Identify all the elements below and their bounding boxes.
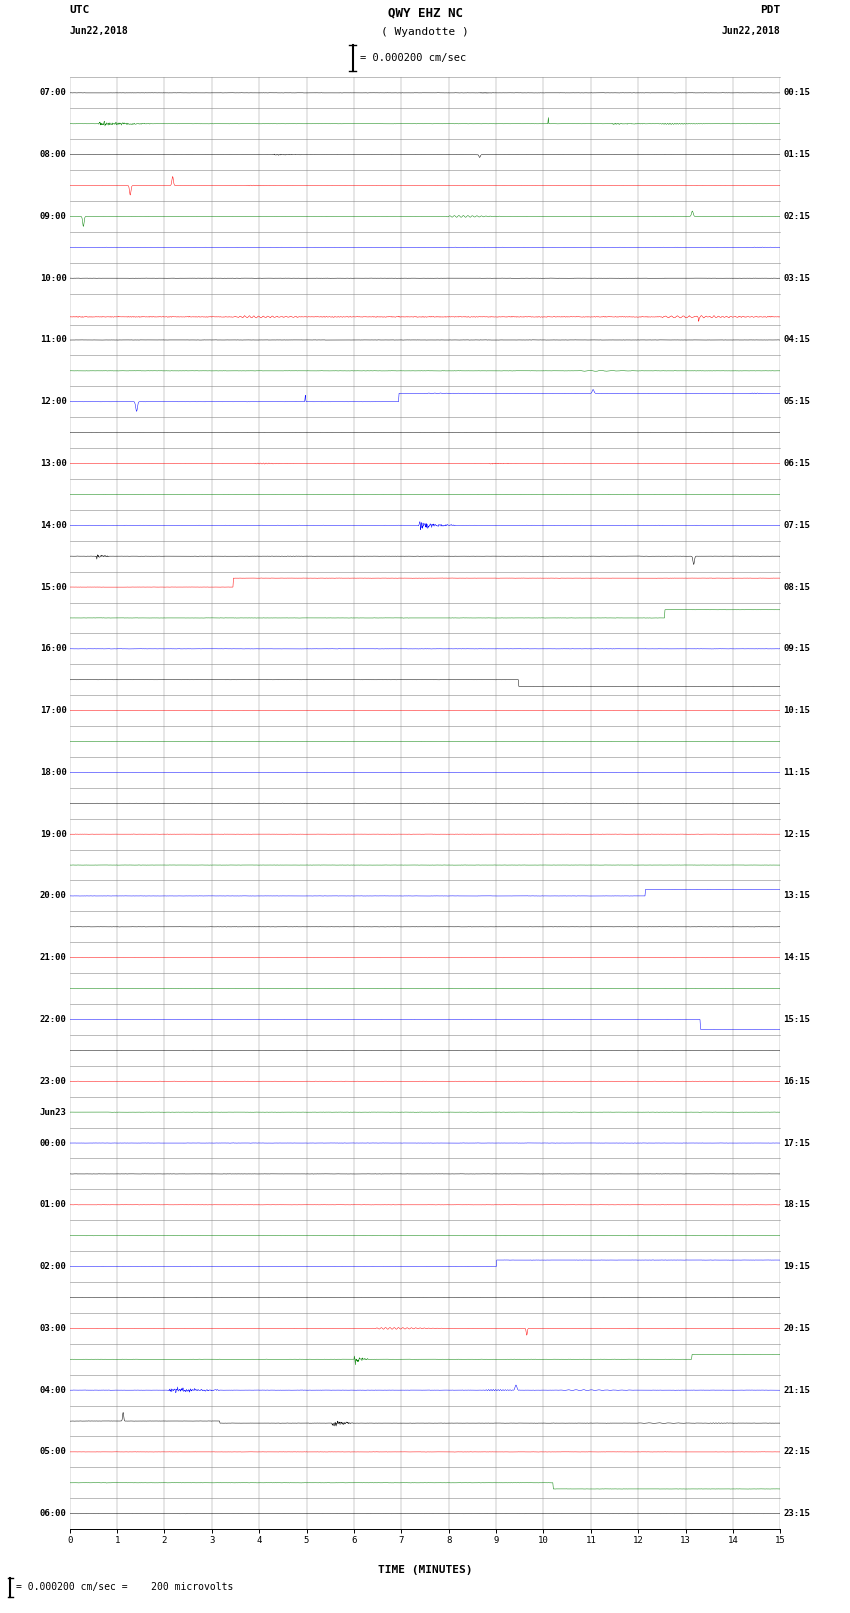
Text: 07:15: 07:15 — [783, 521, 810, 529]
Text: 06:15: 06:15 — [783, 460, 810, 468]
Text: 00:15: 00:15 — [783, 89, 810, 97]
Text: = 0.000200 cm/sec: = 0.000200 cm/sec — [360, 53, 466, 63]
Text: 20:15: 20:15 — [783, 1324, 810, 1332]
Text: 02:15: 02:15 — [783, 211, 810, 221]
Text: UTC: UTC — [70, 5, 90, 15]
Text: 20:00: 20:00 — [40, 892, 67, 900]
Text: 01:15: 01:15 — [783, 150, 810, 160]
Text: Jun22,2018: Jun22,2018 — [722, 26, 780, 35]
Text: QWY EHZ NC: QWY EHZ NC — [388, 6, 462, 19]
Text: 00:00: 00:00 — [40, 1139, 67, 1147]
Text: 22:15: 22:15 — [783, 1447, 810, 1457]
Text: PDT: PDT — [760, 5, 780, 15]
Text: 19:00: 19:00 — [40, 829, 67, 839]
Text: = 0.000200 cm/sec =    200 microvolts: = 0.000200 cm/sec = 200 microvolts — [15, 1582, 233, 1592]
Text: 15:15: 15:15 — [783, 1015, 810, 1024]
Text: TIME (MINUTES): TIME (MINUTES) — [377, 1565, 473, 1574]
Text: 10:15: 10:15 — [783, 706, 810, 715]
Text: 15:00: 15:00 — [40, 582, 67, 592]
Text: Jun23: Jun23 — [40, 1108, 67, 1116]
Text: 12:00: 12:00 — [40, 397, 67, 406]
Text: 12:15: 12:15 — [783, 829, 810, 839]
Text: 19:15: 19:15 — [783, 1261, 810, 1271]
Text: 17:15: 17:15 — [783, 1139, 810, 1147]
Text: 14:15: 14:15 — [783, 953, 810, 963]
Text: 18:00: 18:00 — [40, 768, 67, 777]
Text: 21:00: 21:00 — [40, 953, 67, 963]
Text: ( Wyandotte ): ( Wyandotte ) — [381, 27, 469, 37]
Text: 22:00: 22:00 — [40, 1015, 67, 1024]
Text: 05:15: 05:15 — [783, 397, 810, 406]
Text: 09:00: 09:00 — [40, 211, 67, 221]
Text: 13:00: 13:00 — [40, 460, 67, 468]
Text: 09:15: 09:15 — [783, 644, 810, 653]
Text: 13:15: 13:15 — [783, 892, 810, 900]
Text: 16:15: 16:15 — [783, 1077, 810, 1086]
Text: 04:00: 04:00 — [40, 1386, 67, 1395]
Text: 23:15: 23:15 — [783, 1510, 810, 1518]
Text: 21:15: 21:15 — [783, 1386, 810, 1395]
Text: Jun22,2018: Jun22,2018 — [70, 26, 128, 35]
Text: 14:00: 14:00 — [40, 521, 67, 529]
Text: 16:00: 16:00 — [40, 644, 67, 653]
Text: 08:00: 08:00 — [40, 150, 67, 160]
Text: 04:15: 04:15 — [783, 336, 810, 345]
Text: 08:15: 08:15 — [783, 582, 810, 592]
Text: 17:00: 17:00 — [40, 706, 67, 715]
Text: 03:00: 03:00 — [40, 1324, 67, 1332]
Text: 02:00: 02:00 — [40, 1261, 67, 1271]
Text: 11:00: 11:00 — [40, 336, 67, 345]
Text: 06:00: 06:00 — [40, 1510, 67, 1518]
Text: 10:00: 10:00 — [40, 274, 67, 282]
Text: 03:15: 03:15 — [783, 274, 810, 282]
Text: 23:00: 23:00 — [40, 1077, 67, 1086]
Text: 07:00: 07:00 — [40, 89, 67, 97]
Text: 05:00: 05:00 — [40, 1447, 67, 1457]
Text: 18:15: 18:15 — [783, 1200, 810, 1210]
Text: 11:15: 11:15 — [783, 768, 810, 777]
Text: 01:00: 01:00 — [40, 1200, 67, 1210]
